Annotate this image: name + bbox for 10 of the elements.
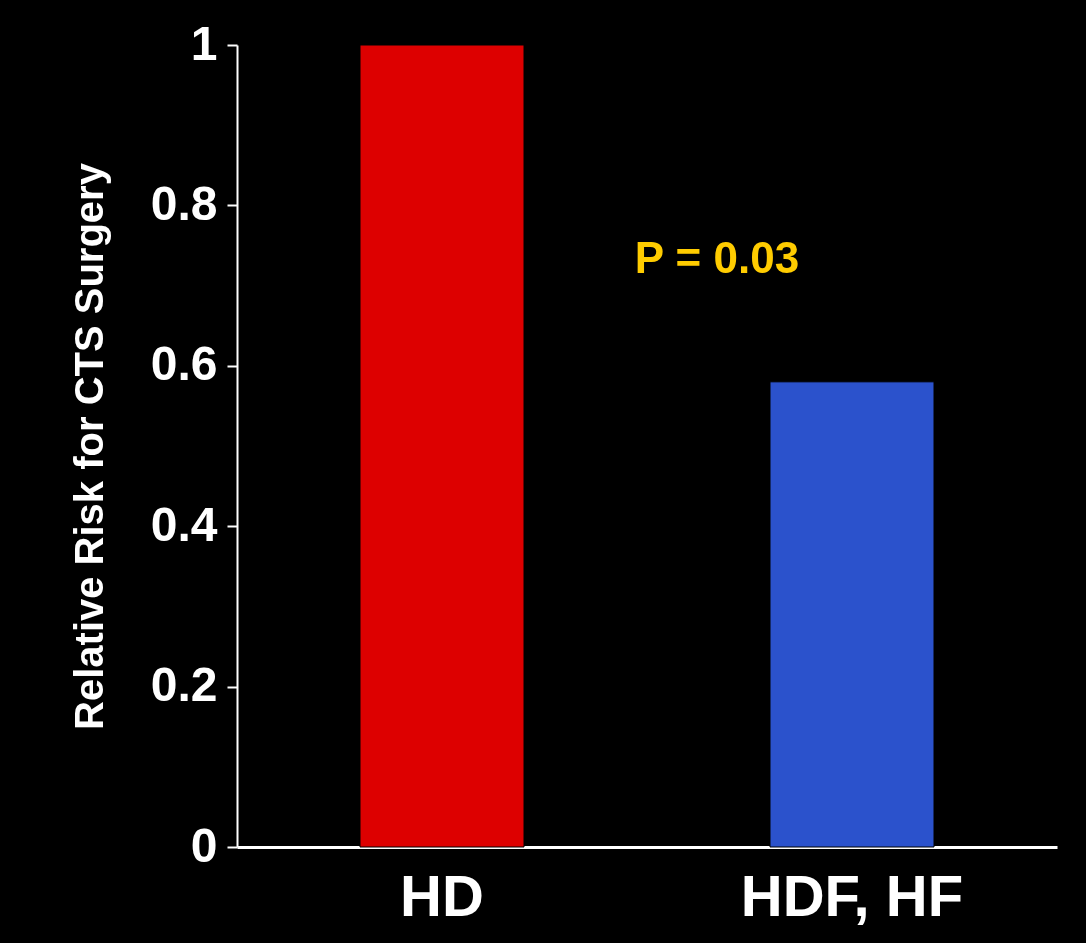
y-tick-label: 0.6 xyxy=(150,337,218,391)
y-tick-label: 0.8 xyxy=(150,176,218,230)
x-tick-label: HDF, HF xyxy=(740,862,964,928)
y-tick-label: 0.2 xyxy=(150,658,218,712)
annotation: P = 0.03 xyxy=(634,233,800,282)
y-axis-title: Relative Risk for CTS Surgery xyxy=(66,162,111,730)
y-tick-label: 0.4 xyxy=(150,497,218,551)
y-tick-label: 1 xyxy=(190,16,218,70)
y-tick-label: 0 xyxy=(190,818,218,872)
x-tick-label: HD xyxy=(400,862,484,928)
